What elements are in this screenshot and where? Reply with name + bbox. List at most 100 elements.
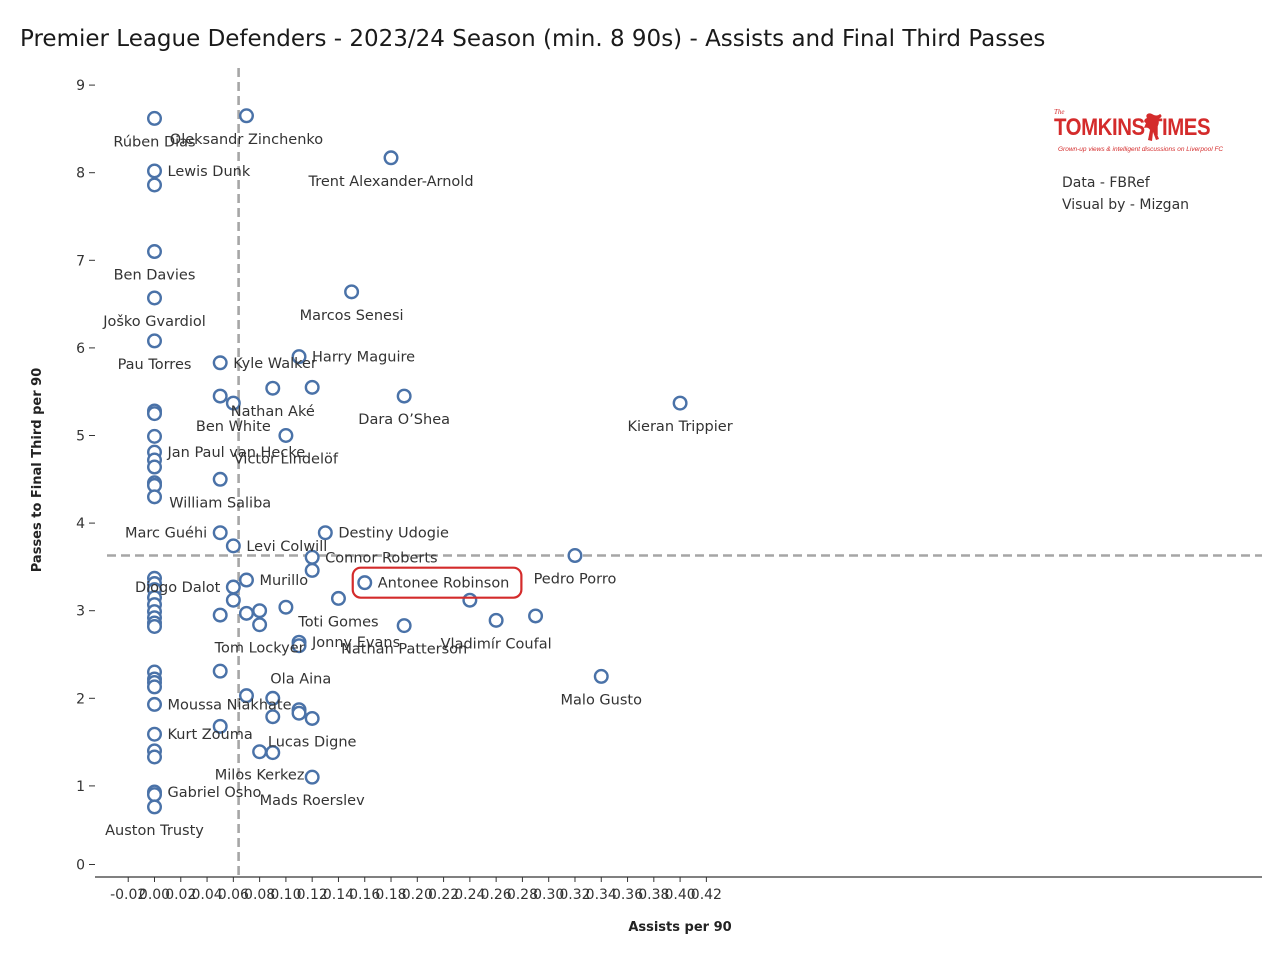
data-point[interactable] (383, 150, 399, 166)
data-point[interactable] (265, 745, 281, 761)
data-point[interactable] (462, 592, 478, 608)
data-point[interactable] (146, 787, 162, 803)
data-point[interactable] (212, 388, 228, 404)
data-point[interactable] (396, 388, 412, 404)
data-point[interactable] (330, 590, 346, 606)
point-label: Ben White (196, 419, 271, 435)
x-tick-label: 0.14 (323, 887, 354, 903)
x-tick-label: -0.02 (110, 887, 146, 903)
data-point[interactable] (291, 638, 307, 654)
data-point[interactable] (528, 608, 544, 624)
data-point[interactable] (238, 688, 254, 704)
data-point[interactable] (225, 579, 241, 595)
point-label: Connor Roberts (325, 550, 437, 566)
y-tick-label: 6 (76, 341, 85, 357)
tomkins-times-logo: The TOMKINS TIMES Grown-up views & intel… (1052, 108, 1232, 158)
data-point[interactable] (212, 718, 228, 734)
x-tick-label: 0.16 (349, 887, 380, 903)
data-point[interactable] (488, 612, 504, 628)
x-tick-label: 0.22 (428, 887, 459, 903)
data-point[interactable] (225, 395, 241, 411)
data-point[interactable] (212, 471, 228, 487)
data-point[interactable] (304, 710, 320, 726)
data-point[interactable] (146, 244, 162, 260)
point-label: Ola Aina (270, 671, 331, 687)
data-point[interactable] (567, 548, 583, 564)
data-point[interactable] (396, 618, 412, 634)
data-point[interactable] (304, 379, 320, 395)
data-point[interactable] (265, 709, 281, 725)
data-point[interactable] (146, 110, 162, 126)
data-point[interactable] (146, 679, 162, 695)
data-point[interactable] (146, 618, 162, 634)
data-point[interactable] (252, 617, 268, 633)
data-point[interactable] (238, 572, 254, 588)
data-point[interactable] (304, 769, 320, 785)
highlight-box (351, 566, 523, 599)
data-point[interactable] (357, 575, 373, 591)
point-label: Oleksandr Zinchenko (170, 132, 323, 148)
data-point[interactable] (146, 428, 162, 444)
data-point[interactable] (146, 406, 162, 422)
data-point[interactable] (672, 395, 688, 411)
point-label: Milos Kerkez (215, 768, 305, 784)
point-label: Mads Roerslev (260, 793, 365, 809)
x-axis-title: Assists per 90 (628, 920, 731, 935)
x-tick-label: 0.30 (533, 887, 564, 903)
data-point[interactable] (212, 663, 228, 679)
data-point[interactable] (225, 538, 241, 554)
data-point[interactable] (146, 459, 162, 475)
point-label: Harry Maguire (312, 350, 415, 366)
y-tick-label: 8 (76, 166, 85, 182)
point-label: Dara O’Shea (358, 412, 450, 428)
data-points (146, 108, 688, 815)
data-point[interactable] (146, 177, 162, 193)
data-point[interactable] (291, 705, 307, 721)
point-label: Gabriel Osho (168, 785, 262, 801)
data-point[interactable] (291, 349, 307, 365)
x-tick-label: 0.18 (375, 887, 406, 903)
x-tick-label: 0.12 (297, 887, 328, 903)
data-point[interactable] (304, 562, 320, 578)
x-tick-label: 0.42 (691, 887, 722, 903)
x-tick-label: 0.02 (165, 887, 196, 903)
data-point[interactable] (146, 749, 162, 765)
x-tick-label: 0.00 (139, 887, 170, 903)
data-point[interactable] (593, 668, 609, 684)
data-point[interactable] (238, 108, 254, 124)
data-point[interactable] (146, 696, 162, 712)
x-tick-label: 0.32 (559, 887, 590, 903)
data-point[interactable] (238, 605, 254, 621)
x-tick-label: 0.28 (507, 887, 538, 903)
point-label: Malo Gusto (561, 692, 643, 708)
data-point[interactable] (212, 355, 228, 371)
data-point[interactable] (146, 799, 162, 815)
data-point[interactable] (146, 290, 162, 306)
data-point[interactable] (146, 163, 162, 179)
data-point[interactable] (146, 489, 162, 505)
data-point[interactable] (278, 599, 294, 615)
point-label: Nathan Aké (231, 404, 315, 420)
logo-prefix: The (1054, 108, 1065, 116)
data-point[interactable] (265, 690, 281, 706)
data-point[interactable] (146, 333, 162, 349)
data-point[interactable] (212, 525, 228, 541)
x-tick-label: 0.40 (665, 887, 696, 903)
data-point[interactable] (252, 603, 268, 619)
data-point[interactable] (146, 726, 162, 742)
point-label: Rúben Dias (113, 134, 195, 150)
point-label: Lucas Digne (268, 734, 357, 750)
x-tick-label: 0.04 (191, 887, 222, 903)
data-point[interactable] (317, 525, 333, 541)
point-label: Antonee Robinson (378, 576, 510, 592)
data-point[interactable] (225, 592, 241, 608)
point-label: Tom Lockyer (214, 641, 305, 657)
data-point[interactable] (278, 428, 294, 444)
y-tick-label: 0 (76, 858, 85, 874)
data-point[interactable] (212, 607, 228, 623)
data-point[interactable] (252, 744, 268, 760)
data-point[interactable] (344, 284, 360, 300)
x-tick-label: 0.06 (218, 887, 249, 903)
data-point[interactable] (265, 380, 281, 396)
